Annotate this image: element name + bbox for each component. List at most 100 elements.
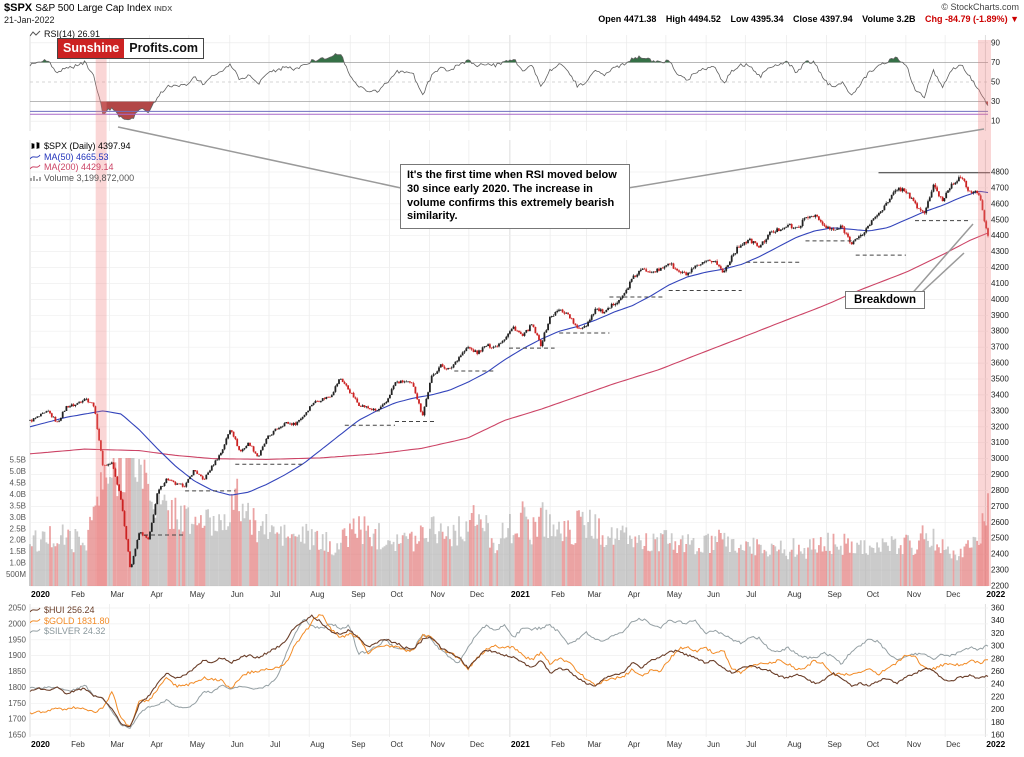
volume-bars-icon: [30, 175, 41, 181]
hui-legend-label: $HUI 256.24: [44, 605, 95, 615]
gold-legend-label: $GOLD 1831.80: [44, 615, 110, 626]
svg-text:Jun: Jun: [231, 590, 244, 599]
svg-text:2021: 2021: [511, 739, 530, 749]
svg-text:5.5B: 5.5B: [10, 456, 26, 465]
svg-text:2.5B: 2.5B: [10, 524, 26, 533]
svg-text:Aug: Aug: [310, 590, 324, 599]
svg-text:Apr: Apr: [151, 740, 164, 749]
ma200-line-icon: [30, 164, 41, 170]
svg-text:3900: 3900: [991, 311, 1009, 320]
svg-text:90: 90: [991, 38, 1000, 47]
svg-text:3800: 3800: [991, 327, 1009, 336]
svg-text:May: May: [190, 740, 205, 749]
svg-text:180: 180: [991, 718, 1005, 727]
svg-text:Jun: Jun: [707, 740, 720, 749]
svg-text:4100: 4100: [991, 279, 1009, 288]
svg-text:3200: 3200: [991, 422, 1009, 431]
svg-text:300: 300: [991, 642, 1005, 651]
svg-text:2050: 2050: [8, 604, 26, 613]
svg-text:1750: 1750: [8, 699, 26, 708]
svg-text:Feb: Feb: [551, 590, 565, 599]
svg-text:280: 280: [991, 654, 1005, 663]
svg-text:1900: 1900: [8, 651, 26, 660]
svg-text:Apr: Apr: [151, 590, 164, 599]
silver-line-icon: [30, 628, 41, 634]
rsi-layer: [29, 53, 989, 121]
svg-text:Sep: Sep: [828, 590, 843, 599]
svg-text:10: 10: [991, 117, 1000, 126]
quote-volume: Volume 3.2B: [862, 14, 916, 24]
svg-text:2.0B: 2.0B: [10, 536, 26, 545]
svg-text:Oct: Oct: [867, 590, 880, 599]
breakdown-callout: Breakdown: [845, 291, 925, 309]
rsi-legend-label: RSI(14) 26.91: [44, 29, 101, 39]
svg-text:4700: 4700: [991, 183, 1009, 192]
svg-text:Oct: Oct: [391, 590, 404, 599]
svg-text:Dec: Dec: [470, 590, 484, 599]
ma200-legend-label: MA(200) 4429.14: [44, 162, 114, 172]
logo-part-profits: Profits.com: [124, 39, 204, 58]
svg-text:360: 360: [991, 604, 1005, 613]
svg-text:Feb: Feb: [71, 590, 85, 599]
sunshine-profits-logo: Sunshine Profits.com: [57, 38, 205, 59]
quote-low: Low 4395.34: [730, 14, 784, 24]
svg-text:1650: 1650: [8, 731, 26, 740]
svg-text:Nov: Nov: [907, 590, 921, 599]
svg-text:1700: 1700: [8, 715, 26, 724]
rsi-legend: RSI(14) 26.91: [30, 29, 100, 40]
ma50-line-icon: [30, 154, 41, 160]
svg-text:Sep: Sep: [351, 590, 366, 599]
svg-text:3.0B: 3.0B: [10, 513, 26, 522]
svg-text:160: 160: [991, 731, 1005, 740]
metals-lines: [29, 614, 989, 730]
svg-text:50: 50: [991, 78, 1000, 87]
svg-text:Sep: Sep: [828, 740, 843, 749]
svg-text:Jun: Jun: [231, 740, 244, 749]
gold-line-icon: [30, 618, 41, 624]
svg-text:Oct: Oct: [391, 740, 404, 749]
svg-text:4200: 4200: [991, 263, 1009, 272]
silver-legend-label: $SILVER 24.32: [44, 626, 106, 636]
svg-text:Dec: Dec: [470, 740, 484, 749]
quote-close: Close 4397.94: [793, 14, 853, 24]
svg-text:May: May: [190, 590, 205, 599]
logo-part-sunshine: Sunshine: [58, 39, 125, 58]
price-legend: $SPX (Daily) 4397.94 MA(50) 4665.53 MA(2…: [30, 141, 134, 183]
svg-text:4.0B: 4.0B: [10, 490, 26, 499]
hui-line-icon: [30, 607, 41, 613]
svg-text:2022: 2022: [986, 589, 1005, 599]
svg-text:500M: 500M: [6, 570, 26, 579]
svg-text:340: 340: [991, 616, 1005, 625]
svg-text:Feb: Feb: [71, 740, 85, 749]
chart-header: $SPX S&P 500 Large Cap Index INDX: [4, 2, 172, 14]
svg-text:4000: 4000: [991, 295, 1009, 304]
svg-text:Apr: Apr: [628, 740, 641, 749]
svg-text:3100: 3100: [991, 438, 1009, 447]
symbol-name: S&P 500 Large Cap Index: [35, 3, 152, 14]
metals-legend: $HUI 256.24 $GOLD 1831.80 $SILVER 24.32: [30, 605, 110, 637]
svg-text:3500: 3500: [991, 375, 1009, 384]
svg-text:Oct: Oct: [867, 740, 880, 749]
svg-text:4400: 4400: [991, 231, 1009, 240]
symbol: $SPX: [4, 2, 33, 14]
svg-text:1800: 1800: [8, 683, 26, 692]
svg-text:3.5B: 3.5B: [10, 501, 26, 510]
svg-text:Mar: Mar: [110, 740, 124, 749]
svg-text:2600: 2600: [991, 518, 1009, 527]
svg-text:3600: 3600: [991, 359, 1009, 368]
svg-text:Mar: Mar: [110, 590, 124, 599]
svg-text:1850: 1850: [8, 667, 26, 676]
svg-text:2800: 2800: [991, 486, 1009, 495]
svg-text:Apr: Apr: [628, 590, 641, 599]
svg-text:Nov: Nov: [907, 740, 921, 749]
svg-text:Jul: Jul: [746, 590, 756, 599]
svg-text:2020: 2020: [31, 589, 50, 599]
svg-text:2200: 2200: [991, 582, 1009, 591]
svg-text:Jul: Jul: [746, 740, 756, 749]
indicator-icon: [30, 30, 41, 37]
svg-text:Jul: Jul: [270, 590, 280, 599]
svg-text:Dec: Dec: [946, 590, 960, 599]
axis-labels: 4800 4700 4600 4500 4400 4300 4200 4100 4000 3900…: [6, 38, 1009, 749]
svg-text:Aug: Aug: [787, 740, 801, 749]
